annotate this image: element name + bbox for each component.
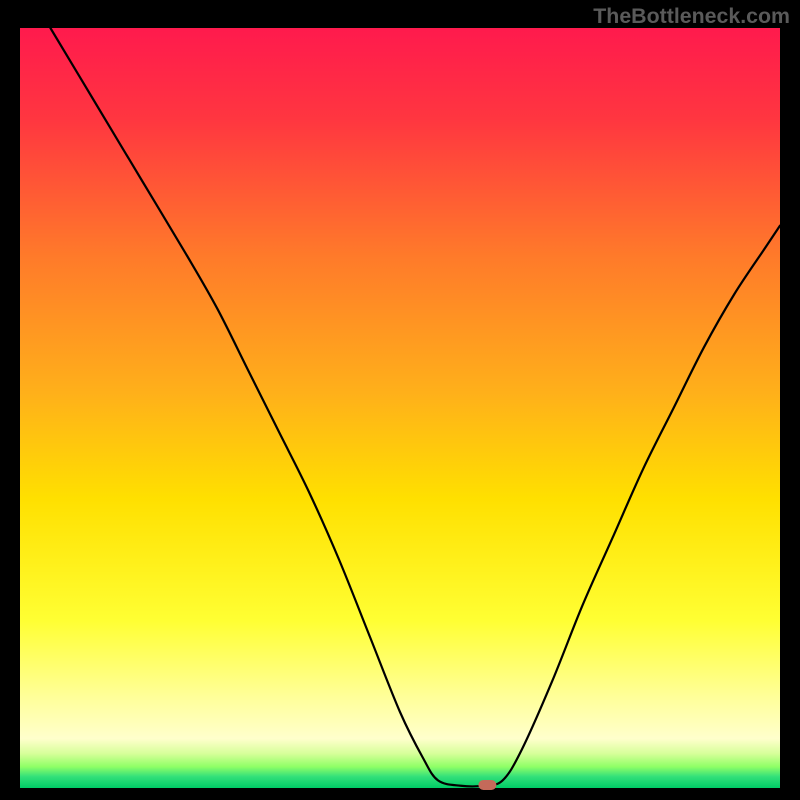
bottleneck-curve-plot [0, 0, 800, 800]
chart-frame: TheBottleneck.com [0, 0, 800, 800]
plot-background [20, 28, 780, 788]
optimal-point-marker [478, 780, 496, 790]
watermark-text: TheBottleneck.com [593, 4, 790, 29]
